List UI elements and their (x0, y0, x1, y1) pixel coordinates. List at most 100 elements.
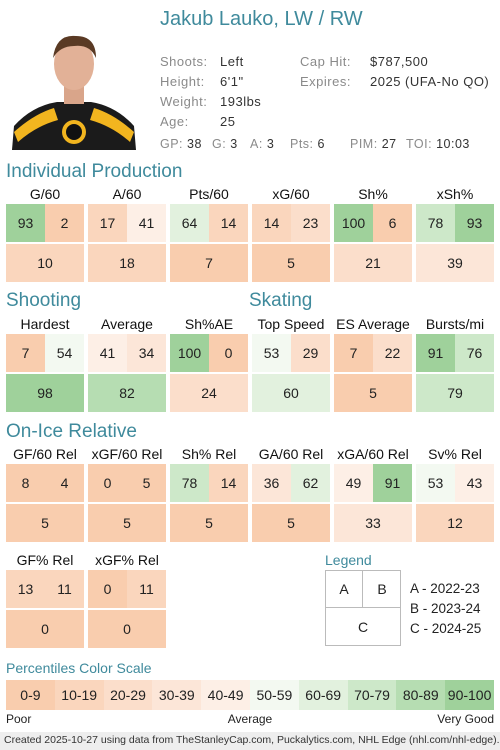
metric-name: xGF/60 Rel (91, 446, 163, 462)
scale-cell: 80-89 (396, 680, 446, 710)
metric-name: Hardest (20, 316, 70, 332)
percentile-cell: 100 (334, 204, 373, 242)
metric-name: xGA/60 Rel (337, 446, 409, 462)
percentile-cell: 41 (127, 204, 166, 242)
player-photo (12, 28, 136, 150)
percentile-cell: 22 (373, 334, 412, 372)
section-title: Shooting (6, 290, 82, 311)
section-title: Skating (249, 290, 313, 311)
percentile-cell: 7 (170, 244, 248, 282)
scale-cell: 10-19 (54, 680, 104, 710)
player-name: Jakub Lauko, LW / RW (160, 8, 363, 30)
stat-value: 3 (266, 137, 275, 151)
metric-name: GF% Rel (16, 552, 74, 568)
percentile-cell: 8 (6, 464, 45, 502)
metric-name: xGF% Rel (95, 552, 159, 568)
percentile-cell: 93 (455, 204, 494, 242)
percentile-cell: 36 (252, 464, 291, 502)
info-value: 6'1" (220, 74, 244, 89)
percentile-cell: 21 (334, 244, 412, 282)
percentile-cell: 93 (6, 204, 45, 242)
footer-bar (0, 732, 500, 750)
percentile-cell: 0 (209, 334, 248, 372)
legend-divider (325, 607, 401, 608)
section-title: On-Ice Relative (6, 421, 137, 442)
metric-name: GA/60 Rel (258, 446, 324, 462)
scale-cell: 30-39 (152, 680, 202, 710)
metric-name: GF/60 Rel (13, 446, 77, 462)
metric-name: A/60 (112, 186, 142, 202)
percentile-cell: 11 (45, 570, 84, 608)
metric-name: Sh% (358, 186, 388, 202)
stat-label: PIM: (350, 137, 378, 151)
stat-value: 38 (187, 137, 202, 151)
percentile-cell: 4 (45, 464, 84, 502)
percentile-cell: 24 (170, 374, 248, 412)
percentile-cell: 41 (88, 334, 127, 372)
stat-label: G: (212, 137, 227, 151)
info-value: 193lbs (220, 94, 262, 109)
percentile-cell: 14 (209, 464, 248, 502)
scale-cell: 20-29 (103, 680, 153, 710)
percentile-cell: 60 (252, 374, 330, 412)
percentile-cell: 39 (416, 244, 494, 282)
percentile-cell: 62 (291, 464, 330, 502)
stat-label: GP: (160, 137, 184, 151)
percentile-cell: 6 (373, 204, 412, 242)
percentile-cell: 0 (88, 610, 166, 648)
percentile-cell: 14 (209, 204, 248, 242)
metric-name: xG/60 (272, 186, 310, 202)
stat: GP: 38 (160, 137, 202, 151)
stat: Pts: 6 (290, 137, 325, 151)
percentile-cell: 91 (416, 334, 455, 372)
percentile-cell: 53 (416, 464, 455, 502)
percentile-cell: 82 (88, 374, 166, 412)
info-value: $787,500 (370, 54, 429, 69)
percentile-cell: 7 (334, 334, 373, 372)
legend-item: B - 2023-24 (410, 601, 481, 616)
info-value: Left (220, 54, 244, 69)
metric-name: ES Average (336, 316, 410, 332)
percentile-cell: 0 (88, 570, 127, 608)
stat-label: Pts: (290, 137, 314, 151)
stat-label: TOI: (406, 137, 433, 151)
percentile-cell: 12 (416, 504, 494, 542)
percentile-cell: 98 (6, 374, 84, 412)
legend-item: A - 2022-23 (410, 581, 480, 596)
info-value: 25 (220, 114, 236, 129)
metric-name: Sh%AE (184, 316, 234, 332)
percentile-cell: 78 (416, 204, 455, 242)
stat: PIM: 27 (350, 137, 397, 151)
percentile-cell: 2 (45, 204, 84, 242)
metric-name: G/60 (29, 186, 61, 202)
footer: Created 2025-10-27 using data from TheSt… (4, 734, 500, 746)
stat-value: 10:03 (436, 137, 470, 151)
scale-high: Very Good (437, 712, 494, 726)
info-label: Weight: (160, 94, 208, 109)
percentile-cell: 53 (252, 334, 291, 372)
scale-cell: 70-79 (347, 680, 397, 710)
section-title: Individual Production (6, 161, 183, 182)
scale-mid: Average (227, 712, 273, 726)
scale-cell: 40-49 (201, 680, 250, 710)
percentile-cell: 5 (6, 504, 84, 542)
stat-value: 27 (381, 137, 397, 151)
percentile-cell: 5 (252, 244, 330, 282)
percentile-cell: 7 (6, 334, 45, 372)
scale-low: Poor (6, 712, 32, 726)
scale-cell: 90-100 (445, 680, 494, 710)
percentile-cell: 10 (6, 244, 84, 282)
metric-name: Sh% Rel (181, 446, 237, 462)
metric-name: Sv% Rel (428, 446, 482, 462)
metric-name: Top Speed (257, 316, 325, 332)
info-label: Age: (160, 114, 189, 129)
percentile-cell: 5 (170, 504, 248, 542)
stat: A: 3 (250, 137, 274, 151)
percentile-cell: 18 (88, 244, 166, 282)
percentile-cell: 91 (373, 464, 412, 502)
percentile-cell: 11 (127, 570, 166, 608)
legend-cell: C (357, 619, 369, 635)
percentile-cell: 100 (170, 334, 209, 372)
scale-cell: 60-69 (298, 680, 348, 710)
